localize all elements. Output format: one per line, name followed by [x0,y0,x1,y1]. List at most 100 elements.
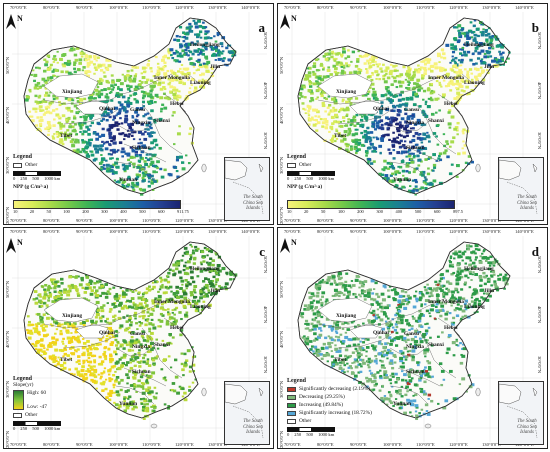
latitude-label: 40°0'0"N [262,82,268,100]
longitude-label: 100°0'0"E [383,5,402,10]
colorbar-tick-label: 911.75 [176,209,189,214]
province-label: Shanxi [154,118,170,124]
scale-line [13,421,61,426]
province-label: Yunnan [393,177,412,183]
longitude-label: 130°0'0"E [482,229,501,234]
colorbar-tick-label: 500 [414,209,422,214]
longitude-label: 110°0'0"E [416,5,435,10]
province-label: Inner Mongolia [154,299,190,305]
npp-colorbar [13,200,181,209]
province-label: Sichuan [406,145,425,151]
legend-item: Other [287,418,372,424]
scale-tick-label: 0 [287,432,290,437]
legend-title: Legend [13,154,33,160]
north-arrow-icon [280,238,290,253]
legend-item-other: Other [287,162,335,168]
province-label: Hebei [170,101,184,107]
scale-tick-label: 1000 km [44,426,61,431]
scale-line [287,427,335,432]
latitude-label: 50°0'0"N [279,280,284,298]
colorbar-tick-label: 500 [139,209,146,214]
scale-tick-label: 250 [294,176,302,181]
colorbar-tick-label: 600 [158,209,165,214]
province-label: Shanxi [154,342,170,348]
longitude-label: 80°0'0"E [43,218,60,223]
legend-swatch [287,386,296,392]
scale-tick-label: 1000 km [44,176,61,181]
province-label: Gansu [130,331,145,337]
scale-tick-label: 1000 km [318,432,335,437]
latitude-label: 20°0'0"N [279,430,284,448]
province-label: Heilongjiang [190,42,220,48]
province-label: Inner Mongolia [154,75,190,81]
scale-tick-label: 1000 km [318,176,335,181]
legend-label: Increasing (49.84%) [299,402,344,408]
inset-caption: The South China Sea Islands [243,195,263,212]
province-label: Yunnan [393,401,412,407]
longitude-label: 90°0'0"E [350,5,367,10]
province-label: Tibet [60,357,73,363]
province-label: Ningxia [406,344,424,350]
slope-high-label: High: 60 [27,390,47,396]
province-label: Sichuan [132,145,151,151]
legend-swatch [287,162,296,168]
colorbar-tick-label: 400 [120,209,127,214]
longitude-label: 140°0'0"E [515,5,534,10]
slope-label: Slope(yr) [13,382,34,388]
south-china-sea-inset [224,381,270,445]
province-label: Qinhai [373,330,389,336]
longitude-label: 90°0'0"E [76,229,93,234]
legend-item-other: Other [13,412,61,418]
longitude-label: 100°0'0"E [109,442,128,447]
north-label: N [291,14,297,23]
province-label: Gansu [404,331,419,337]
legend-label: Other [299,162,312,168]
longitude-label: 110°0'0"E [416,442,435,447]
longitude-label: 130°0'0"E [482,218,501,223]
legend-item-other: Other [13,162,61,168]
latitude-label: 30°0'0"N [536,356,542,374]
map-legend: Legend Slope(yr) High: 60 Low: -47 Other 0 250… [13,376,61,431]
province-label: Ningxia [132,344,150,350]
colorbar-tick-label: 50 [46,209,51,214]
longitude-label: 130°0'0"E [208,218,227,223]
colorbar-tick-label: 600 [433,209,441,214]
longitude-label: 80°0'0"E [317,5,334,10]
longitude-label: 80°0'0"E [43,442,60,447]
province-label: Ningxia [406,120,424,126]
province-label: Heilongjiang [464,42,494,48]
longitude-label: 70°0'0"E [284,218,301,223]
latitude-label: 40°0'0"N [536,82,542,100]
legend-item: Decreasing (29.25%) [287,394,372,400]
province-label: Qinhai [373,106,389,112]
legend-swatch [287,394,296,400]
longitude-label: 110°0'0"E [416,229,435,234]
china-map [286,12,541,218]
longitude-label: 80°0'0"E [317,442,334,447]
longitude-label: 140°0'0"E [241,5,260,10]
province-label: Ningxia [132,120,150,126]
latitude-label: 50°0'0"N [5,56,10,74]
legend-item: Significantly decreasing (2.19%) [287,386,372,392]
inset-caption: The South China Sea Islands [517,419,537,436]
province-label: Jilin [484,64,495,70]
longitude-label: 80°0'0"E [43,5,60,10]
longitude-label: 100°0'0"E [383,229,402,234]
legend-label: Significantly decreasing (2.19%) [299,386,371,392]
province-label: Liaoning [190,80,211,86]
north-label: N [17,14,23,23]
province-label: Tibet [334,133,347,139]
legend-swatch [13,162,22,168]
scale-tick-label: 500 [306,432,314,437]
longitude-label: 130°0'0"E [482,442,501,447]
longitude-label: 100°0'0"E [383,218,402,223]
longitude-label: 120°0'0"E [449,5,468,10]
slope-colorbar [13,390,24,410]
longitude-label: 70°0'0"E [284,229,301,234]
map-panel-a: 70°0'0"E 70°0'0"E 80°0'0"E 80°0'0"E 90°0'0"E… [3,3,274,225]
province-label: Gansu [404,107,419,113]
latitude-label: 40°0'0"N [5,106,10,124]
longitude-label: 70°0'0"E [284,442,301,447]
legend-label: Decreasing (29.25%) [299,394,345,400]
